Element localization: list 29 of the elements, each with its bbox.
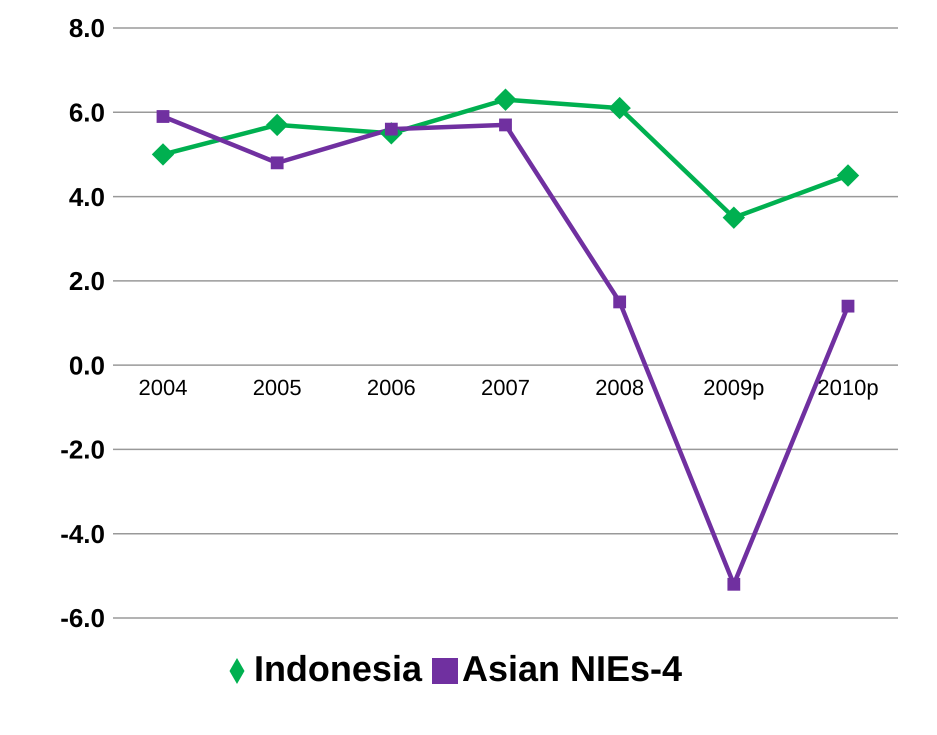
point [613,296,626,308]
y-tick-label: 6.0 [68,98,105,128]
x-tick-label: 2007 [481,375,530,400]
legend-label: Indonesia [254,648,422,689]
point [266,114,288,136]
point [152,143,174,166]
x-tick-label: 2004 [138,375,188,400]
x-tick-label: 2010p [817,375,879,400]
point [842,300,854,313]
point [608,96,631,120]
point [156,110,170,123]
y-tick-label: 4.0 [68,182,105,212]
point [722,206,746,229]
y-tick-label: 8.0 [68,13,105,44]
x-tick-label: 2005 [252,375,302,400]
point [494,88,517,111]
y-tick-label: 0.0 [68,350,105,380]
x-tick-label: 2009p [703,375,764,400]
legend-label: Asian NIEs-4 [462,648,682,689]
x-tick-label: 2008 [595,375,644,400]
y-tick-label: -6.0 [60,603,105,634]
x-tick-label: 2006 [366,375,416,400]
y-tick-label: 2.0 [68,266,105,296]
point [727,578,740,591]
point [270,156,284,170]
point [499,118,512,132]
y-tick-label: -2.0 [60,434,105,465]
point [836,164,860,187]
y-tick-label: -4.0 [60,518,105,549]
